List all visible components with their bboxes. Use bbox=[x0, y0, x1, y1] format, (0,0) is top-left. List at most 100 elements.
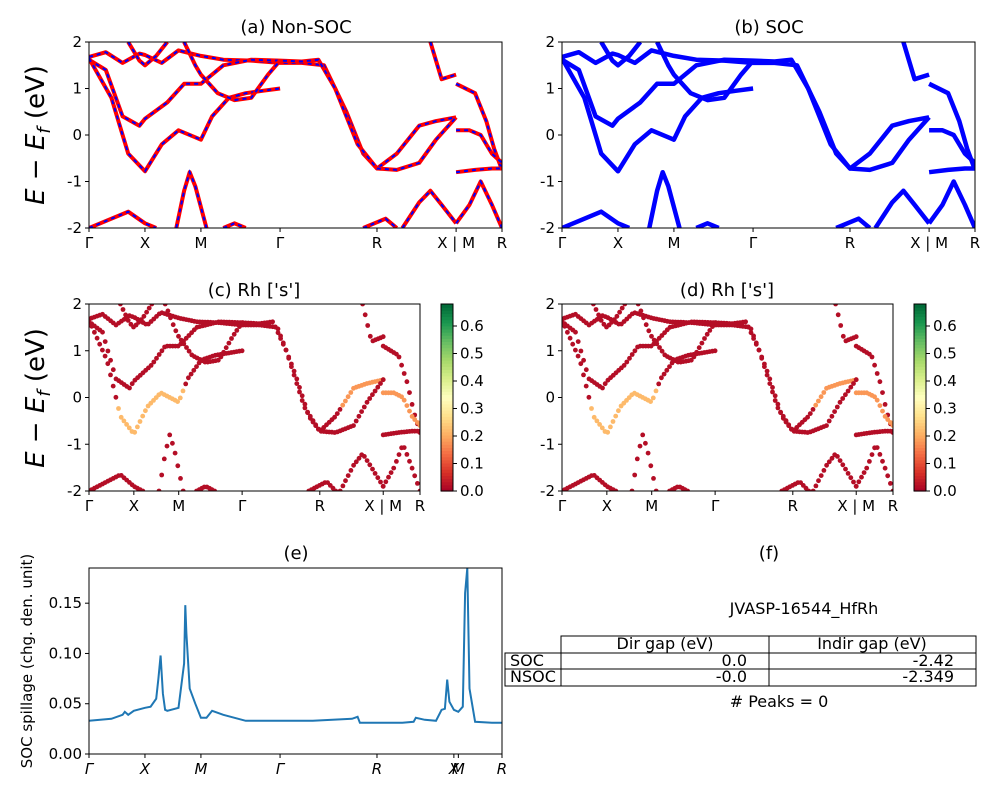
band-point bbox=[712, 348, 718, 354]
band-point bbox=[105, 361, 111, 367]
x-tick-label: Γ bbox=[276, 234, 285, 252]
ylabel-top-main: E − E bbox=[21, 133, 51, 205]
band-point bbox=[583, 367, 589, 373]
band-point bbox=[164, 443, 170, 449]
band-point bbox=[407, 408, 412, 414]
colorbar-segment bbox=[914, 360, 926, 364]
colorbar-c: 0.0 0.1 0.2 0.3 0.4 0.5 0.6 bbox=[440, 303, 484, 500]
colorbar-segment bbox=[441, 416, 453, 420]
band-point bbox=[614, 313, 620, 319]
band-point bbox=[412, 473, 418, 479]
band-point bbox=[337, 488, 343, 491]
band-point bbox=[367, 462, 373, 468]
band-point bbox=[581, 357, 586, 363]
colorbar-tick-label: 0.0 bbox=[460, 482, 484, 500]
band-point bbox=[888, 481, 893, 486]
band-point bbox=[417, 423, 420, 428]
colorbar-segment bbox=[914, 391, 926, 395]
colorbar-segment bbox=[914, 484, 926, 489]
band-point bbox=[637, 443, 643, 449]
band-point bbox=[656, 381, 662, 387]
band-point bbox=[818, 473, 824, 478]
colorbar-segment bbox=[914, 322, 926, 327]
x-tick-label: R bbox=[888, 497, 898, 515]
band-point bbox=[691, 354, 697, 360]
band-point bbox=[806, 488, 812, 491]
band-line-soc-dashed bbox=[89, 58, 457, 171]
band-point bbox=[383, 479, 389, 485]
colorbar-segment bbox=[914, 350, 926, 355]
band-line-soc bbox=[562, 57, 754, 174]
band-point bbox=[365, 323, 371, 328]
x-tick-label: X bbox=[613, 234, 623, 252]
colorbar-segment bbox=[914, 406, 926, 411]
band-point bbox=[120, 307, 126, 312]
y-tick-label: 0.05 bbox=[49, 695, 82, 713]
band-line-soc-dashed bbox=[429, 42, 457, 81]
band-point bbox=[168, 315, 173, 321]
colorbar-tick-label: 0.2 bbox=[460, 427, 484, 445]
colorbar-segment bbox=[441, 406, 453, 411]
band-point bbox=[351, 462, 356, 468]
band-point bbox=[404, 403, 410, 408]
band-point bbox=[748, 330, 754, 336]
band-point bbox=[396, 452, 402, 457]
band-point bbox=[826, 459, 832, 465]
band-point bbox=[824, 462, 829, 468]
band-point bbox=[864, 465, 870, 471]
colorbar-segment bbox=[441, 344, 453, 349]
band-point bbox=[215, 357, 221, 363]
y-tick-label: -1 bbox=[67, 435, 82, 453]
band-point bbox=[869, 354, 875, 360]
band-point bbox=[140, 488, 146, 491]
colorbar-segment bbox=[914, 462, 926, 467]
axes-frame bbox=[561, 303, 894, 492]
band-point bbox=[762, 364, 767, 370]
band-point bbox=[183, 381, 189, 387]
colorbar-segment bbox=[914, 456, 926, 461]
band-point bbox=[404, 452, 410, 457]
colorbar-segment bbox=[441, 447, 453, 452]
colorbar-segment bbox=[914, 438, 926, 442]
band-point bbox=[882, 465, 888, 471]
colorbar-segment bbox=[914, 372, 926, 377]
band-point bbox=[593, 307, 599, 312]
band-point bbox=[97, 341, 103, 347]
y-tick-label: -2 bbox=[67, 482, 82, 500]
table-row-label: SOC bbox=[510, 651, 544, 670]
band-point bbox=[105, 348, 111, 354]
table-cell-value: 0.0 bbox=[722, 651, 747, 670]
spillage-line bbox=[89, 568, 502, 724]
x-tick-label: Γ bbox=[558, 497, 567, 515]
axes-frame bbox=[88, 303, 421, 492]
band-point bbox=[372, 388, 378, 394]
band-point bbox=[651, 337, 657, 343]
band-point bbox=[386, 474, 391, 480]
band-point bbox=[818, 394, 824, 400]
band-point bbox=[648, 399, 653, 404]
band-point bbox=[307, 413, 313, 419]
band-point bbox=[110, 367, 116, 373]
colorbar-segment bbox=[914, 388, 926, 392]
y-tick-label: 1 bbox=[72, 80, 82, 98]
band-point bbox=[874, 397, 880, 403]
band-point bbox=[632, 348, 638, 354]
colorbar-segment bbox=[441, 316, 453, 321]
band-point bbox=[172, 450, 178, 456]
colorbar-segment bbox=[914, 328, 926, 333]
band-line-nsoc bbox=[89, 209, 157, 228]
colorbar-segment bbox=[441, 413, 453, 417]
band-point bbox=[138, 317, 144, 322]
band-point bbox=[778, 409, 783, 415]
colorbar-segment bbox=[441, 403, 453, 408]
band-point bbox=[634, 456, 640, 462]
band-point bbox=[348, 390, 354, 395]
x-tick-label: R bbox=[788, 497, 798, 515]
colorbar-segment bbox=[441, 484, 453, 489]
x-tick-label: Γ bbox=[238, 497, 247, 515]
band-point bbox=[118, 414, 124, 420]
band-line-soc-dashed bbox=[175, 169, 208, 228]
band-point bbox=[299, 393, 305, 399]
band-point bbox=[826, 418, 832, 424]
band-point bbox=[653, 388, 659, 394]
